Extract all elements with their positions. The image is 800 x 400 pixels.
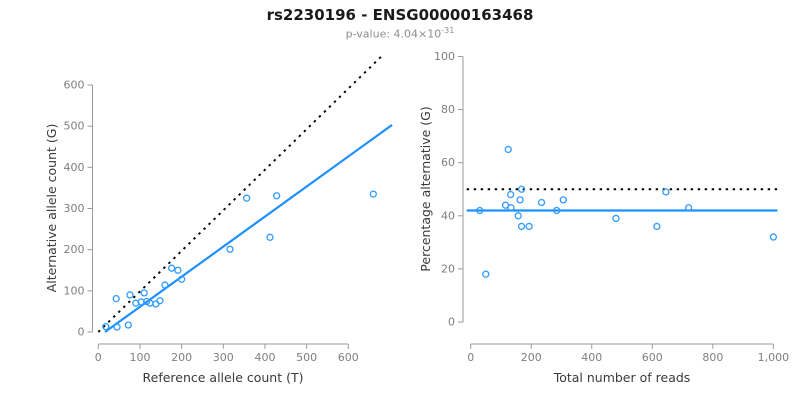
data-point — [769, 233, 778, 241]
y-tick-label: 300 — [64, 202, 85, 215]
data-point — [559, 196, 567, 204]
right-scatter-plot: 0 200 400 600 800 1,000 0 20 40 60 80 100 Total numb… — [418, 50, 789, 385]
data-point — [517, 185, 526, 193]
pvalue-exponent: -31 — [441, 26, 455, 35]
y-tick-label: 40 — [441, 209, 455, 222]
data-point — [516, 196, 524, 204]
y-tick-label: 600 — [64, 78, 85, 91]
data-point — [612, 214, 620, 223]
data-point — [525, 222, 533, 231]
y-tick-label: 500 — [64, 120, 85, 133]
x-tick-label: 300 — [213, 351, 234, 364]
figure-title: rs2230196 - ENSG00000163468 — [266, 6, 534, 24]
left-scatter-plot: 0 100 200 300 400 500 600 0 100 200 300 400 500 600 Re… — [44, 54, 393, 385]
data-point — [161, 281, 169, 289]
y-tick-label: 20 — [441, 262, 455, 275]
y-axis-title: Percentage alternative (G) — [418, 106, 433, 271]
data-point — [174, 266, 182, 274]
data-point — [537, 198, 546, 207]
y-tick-label: 80 — [441, 103, 455, 116]
figure-subtitle: p-value: 4.04×10-31 — [0, 26, 800, 41]
identity-line — [97, 54, 384, 333]
x-tick-label: 0 — [467, 351, 474, 364]
x-axis-title: Reference allele count (T) — [143, 370, 304, 385]
y-tick-label: 100 — [434, 50, 455, 63]
data-point — [684, 204, 693, 212]
data-point — [507, 204, 515, 212]
data-point — [369, 190, 377, 198]
data-point — [167, 264, 176, 272]
x-tick-label: 600 — [338, 351, 359, 364]
data-point — [140, 289, 148, 297]
data-point — [124, 321, 132, 329]
x-tick-label: 1,000 — [758, 351, 790, 364]
x-tick-label: 400 — [254, 351, 275, 364]
y-tick-label: 200 — [64, 243, 85, 256]
y-tick-label: 60 — [441, 156, 455, 169]
data-point — [514, 212, 522, 220]
fit-line — [104, 124, 393, 333]
y-tick-label: 0 — [448, 316, 455, 329]
data-point — [113, 323, 121, 331]
x-axis-title: Total number of reads — [553, 370, 691, 385]
x-tick-label: 100 — [129, 351, 150, 364]
data-point — [102, 322, 110, 331]
data-point — [553, 206, 561, 215]
data-point — [482, 270, 490, 278]
y-axis-title: Alternative allele count (G) — [44, 124, 59, 293]
data-point — [507, 190, 515, 199]
x-tick-label: 500 — [296, 351, 317, 364]
data-point — [653, 222, 661, 231]
data-point — [112, 295, 120, 303]
x-tick-label: 200 — [171, 351, 192, 364]
y-tick-label: 0 — [78, 326, 85, 339]
data-point — [476, 206, 484, 215]
data-point — [272, 192, 281, 200]
data-point — [126, 291, 134, 299]
x-tick-label: 400 — [581, 351, 602, 364]
pvalue-text: p-value: 4.04×10 — [345, 27, 442, 41]
data-point — [662, 188, 670, 196]
x-tick-label: 600 — [642, 351, 663, 364]
data-point — [226, 245, 234, 253]
data-point — [156, 297, 164, 305]
data-point — [504, 145, 512, 154]
x-tick-label: 0 — [95, 351, 102, 364]
data-point — [242, 194, 251, 202]
data-point — [266, 233, 274, 241]
data-point — [517, 222, 526, 231]
y-tick-label: 400 — [64, 161, 85, 174]
x-tick-label: 200 — [521, 351, 542, 364]
x-tick-label: 800 — [702, 351, 723, 364]
y-tick-label: 100 — [64, 284, 85, 297]
data-point — [177, 275, 186, 283]
